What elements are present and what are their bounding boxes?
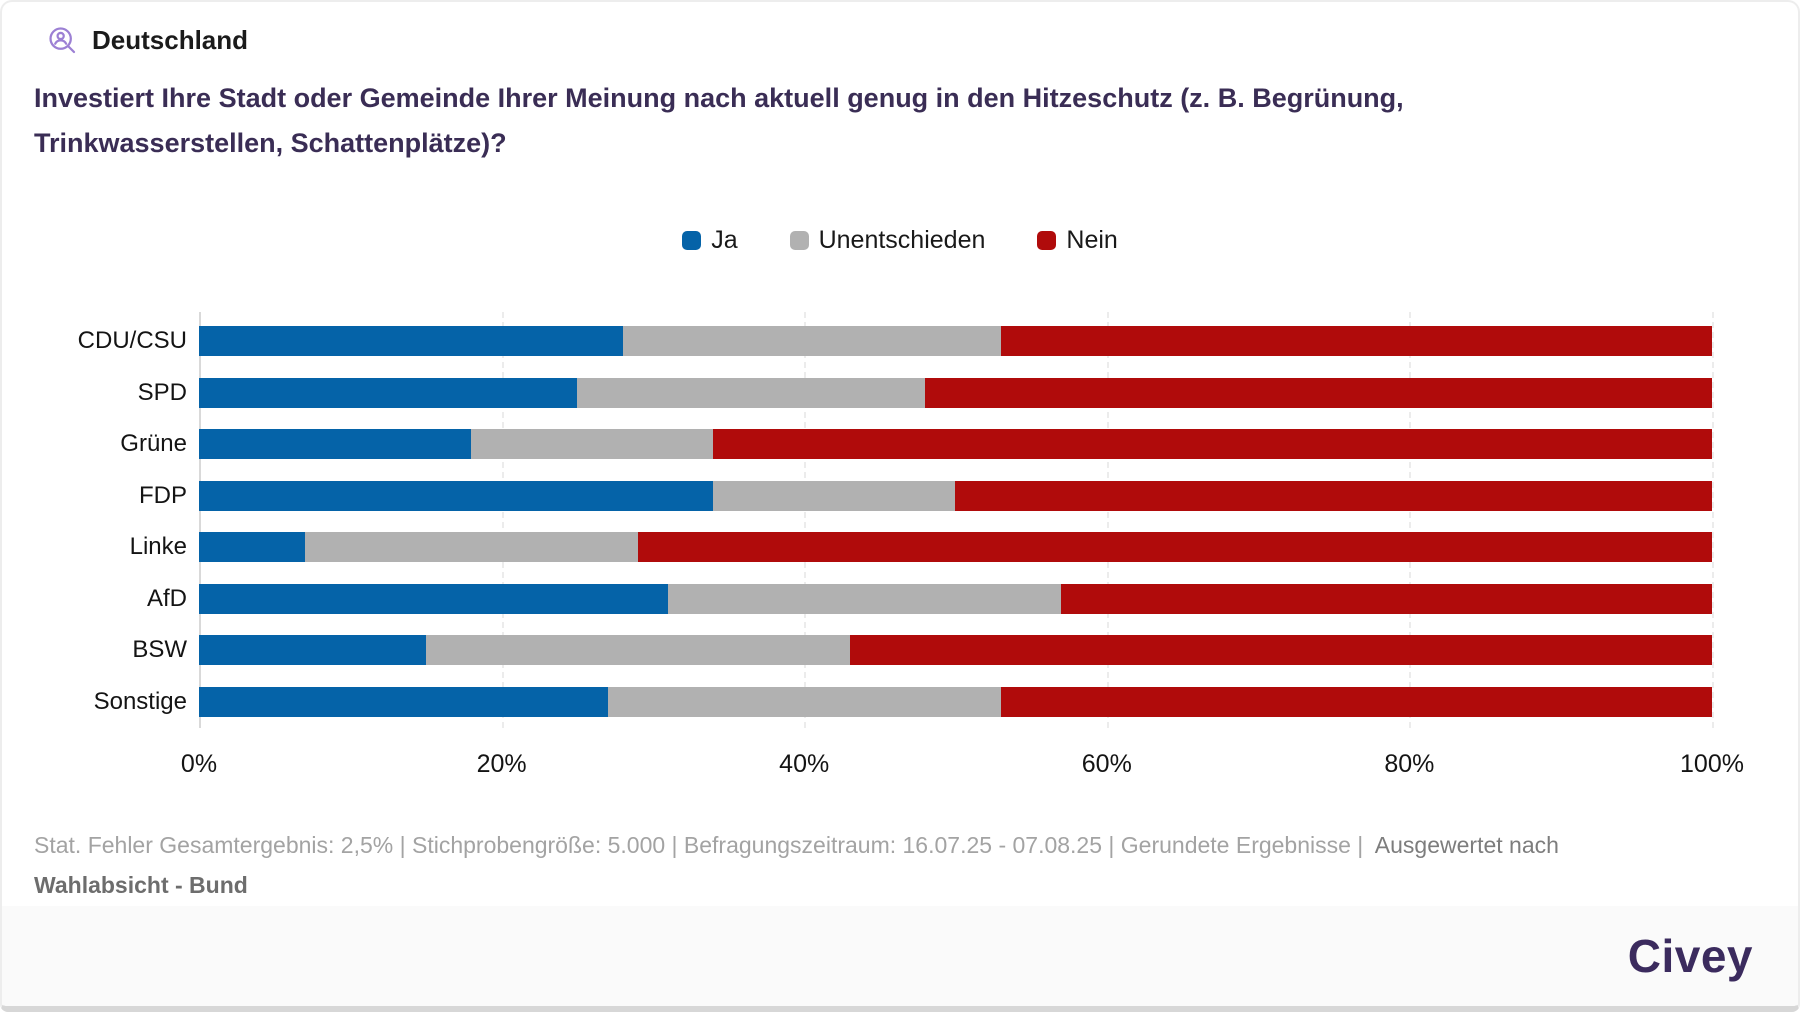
- bar-row: [199, 377, 1712, 408]
- bar-segment-ja: [199, 429, 472, 460]
- stats-evaluated-by: Ausgewertet nach: [1374, 832, 1566, 858]
- region-label: Deutschland: [92, 24, 249, 55]
- bar-segment-ja: [199, 686, 608, 717]
- category-label: SPD: [137, 378, 187, 406]
- legend-label: Nein: [1066, 226, 1118, 254]
- x-axis-tick-label: 60%: [1081, 750, 1132, 778]
- bar-segment-ja: [199, 377, 578, 408]
- legend-swatch-nein: [1037, 231, 1057, 250]
- legend-item-nein: Nein: [1037, 226, 1118, 255]
- category-label: AfD: [146, 584, 187, 612]
- question-text: Investiert Ihre Stadt oder Gemeinde Ihre…: [34, 83, 1404, 158]
- bar-segment-nein: [637, 532, 1712, 563]
- bar-segment-unentschieden: [622, 326, 1001, 356]
- gridline-40: [804, 312, 807, 728]
- y-axis-line: [199, 312, 201, 728]
- bar-segment-nein: [925, 377, 1712, 408]
- bar-row: [199, 583, 1712, 614]
- gridline-20: [501, 312, 504, 728]
- bar-row: [199, 635, 1712, 666]
- x-axis-tick-label: 80%: [1384, 750, 1435, 778]
- bar-segment-ja: [199, 635, 426, 666]
- bar-segment-ja: [199, 583, 669, 614]
- bar-segment-ja: [199, 480, 714, 511]
- bar-segment-unentschieden: [471, 429, 714, 460]
- bar-segment-nein: [1000, 326, 1712, 356]
- bar-segment-ja: [199, 326, 623, 356]
- bar-row: [199, 686, 1712, 717]
- bar-row: [199, 326, 1712, 356]
- bar-segment-nein: [713, 429, 1712, 460]
- x-axis-tick-label: 0%: [180, 750, 218, 778]
- bar-segment-unentschieden: [425, 635, 850, 666]
- stats-text: Stat. Fehler Gesamtergebnis: 2,5% | Stic…: [34, 832, 1375, 858]
- legend: Ja Unentschieden Nein: [2, 226, 1798, 255]
- bar-row: [199, 532, 1712, 563]
- category-label: Linke: [129, 533, 187, 561]
- legend-label: Unentschieden: [818, 226, 986, 254]
- legend-label: Ja: [711, 226, 738, 254]
- category-label: BSW: [132, 636, 187, 664]
- bar-segment-nein: [1061, 583, 1712, 614]
- category-label: Sonstige: [93, 687, 187, 715]
- bar-row: [199, 480, 1712, 511]
- bar-segment-unentschieden: [713, 480, 956, 511]
- gridline-60: [1106, 312, 1109, 728]
- gridline-80: [1409, 312, 1412, 728]
- header: Deutschland: [46, 24, 248, 56]
- x-axis-tick-label: 20%: [476, 750, 527, 778]
- bar-segment-nein: [955, 480, 1712, 511]
- bar-segment-ja: [199, 532, 305, 563]
- x-axis-tick-label: 100%: [1680, 750, 1744, 778]
- bar-segment-nein: [1000, 686, 1712, 717]
- category-label: FDP: [139, 481, 187, 509]
- bar-segment-unentschieden: [577, 377, 926, 408]
- legend-item-unentschieden: Unentschieden: [789, 226, 986, 255]
- stats-footnote: Stat. Fehler Gesamtergebnis: 2,5% | Stic…: [34, 825, 1694, 905]
- bar-segment-unentschieden: [607, 686, 1001, 717]
- civey-logo: Civey: [1627, 930, 1753, 982]
- legend-swatch-unentschieden: [789, 231, 809, 250]
- category-label: Grüne: [120, 430, 187, 458]
- bar-segment-nein: [849, 635, 1712, 666]
- bar-segment-unentschieden: [668, 583, 1062, 614]
- footer-band: Civey: [2, 906, 1798, 1006]
- stats-evaluated-by-value: Wahlabsicht - Bund: [34, 872, 248, 898]
- legend-item-ja: Ja: [682, 226, 738, 255]
- x-axis-tick-label: 40%: [779, 750, 830, 778]
- bar-segment-unentschieden: [304, 532, 638, 563]
- legend-swatch-ja: [682, 231, 702, 250]
- bar-row: [199, 429, 1712, 460]
- person-search-icon: [49, 27, 76, 54]
- category-label: CDU/CSU: [77, 327, 187, 354]
- plot-area: [199, 312, 1714, 728]
- gridline-100: [1712, 312, 1714, 728]
